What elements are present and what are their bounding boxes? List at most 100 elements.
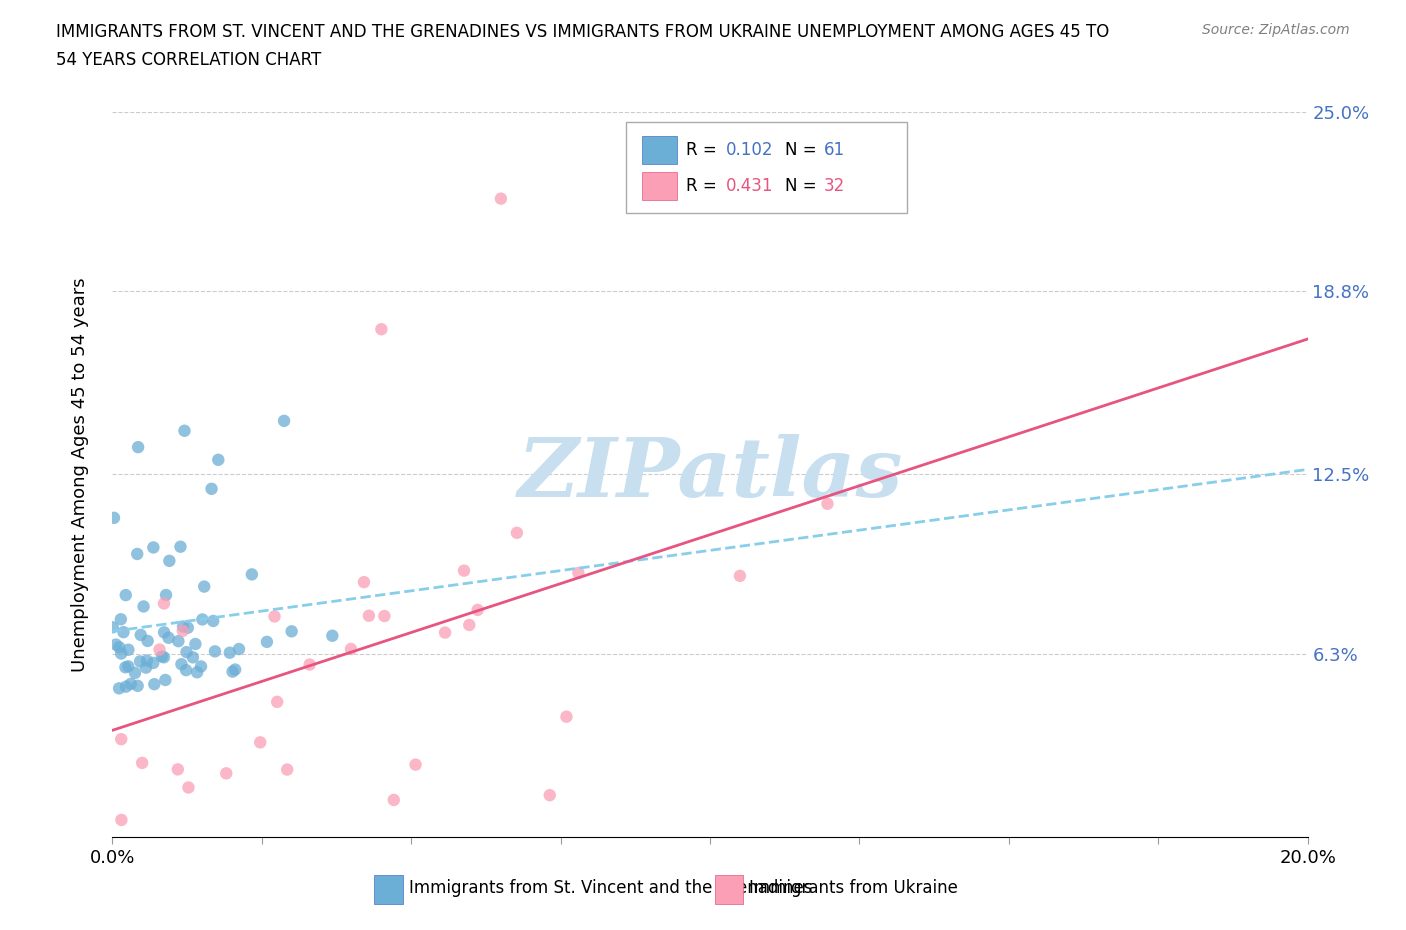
Point <box>127 678 149 693</box>
Point <box>370 322 392 337</box>
Point <box>124 666 146 681</box>
Point <box>405 757 427 772</box>
Point <box>142 656 165 671</box>
Point <box>172 623 194 638</box>
Text: ZIPatlas: ZIPatlas <box>517 434 903 514</box>
Point <box>101 619 124 634</box>
Point <box>112 625 135 640</box>
Point <box>131 755 153 770</box>
Text: IMMIGRANTS FROM ST. VINCENT AND THE GRENADINES VS IMMIGRANTS FROM UKRAINE UNEMPL: IMMIGRANTS FROM ST. VINCENT AND THE GREN… <box>56 23 1109 41</box>
Point <box>357 608 380 623</box>
Point <box>340 642 363 657</box>
Point <box>728 568 751 583</box>
Point <box>458 618 481 632</box>
Point <box>280 624 302 639</box>
Point <box>353 575 375 590</box>
Text: R =: R = <box>686 178 717 195</box>
Point <box>321 629 343 644</box>
Point <box>136 633 159 648</box>
Point <box>191 612 214 627</box>
Point <box>129 628 152 643</box>
Point <box>555 710 578 724</box>
Point <box>174 663 197 678</box>
Point <box>148 642 170 657</box>
Point <box>157 631 180 645</box>
Point <box>110 813 132 828</box>
Point <box>120 676 142 691</box>
Point <box>228 642 250 657</box>
Text: 61: 61 <box>824 141 845 159</box>
Point <box>181 650 204 665</box>
Point <box>172 619 194 634</box>
FancyBboxPatch shape <box>643 172 676 200</box>
Point <box>240 567 263 582</box>
Point <box>155 672 177 687</box>
Point <box>221 664 243 679</box>
Point <box>127 440 149 455</box>
Point <box>489 192 512 206</box>
Point <box>135 660 157 675</box>
Point <box>256 634 278 649</box>
Point <box>127 547 149 562</box>
Point <box>104 637 127 652</box>
Point <box>193 579 215 594</box>
Point <box>103 511 125 525</box>
Point <box>434 625 457 640</box>
Point <box>204 644 226 658</box>
Point <box>143 677 166 692</box>
Point <box>110 732 132 747</box>
Point <box>190 659 212 674</box>
FancyBboxPatch shape <box>374 875 404 905</box>
Text: Immigrants from Ukraine: Immigrants from Ukraine <box>749 879 959 897</box>
Text: 0.102: 0.102 <box>725 141 773 159</box>
Text: N =: N = <box>786 178 817 195</box>
Point <box>186 665 208 680</box>
Point <box>298 658 321 672</box>
Point <box>110 612 132 627</box>
Point <box>382 792 405 807</box>
Point <box>108 681 131 696</box>
Point <box>114 660 136 675</box>
Text: 54 YEARS CORRELATION CHART: 54 YEARS CORRELATION CHART <box>56 51 322 69</box>
Point <box>169 539 191 554</box>
Text: 32: 32 <box>824 178 845 195</box>
Point <box>467 603 489 618</box>
Point <box>538 788 561 803</box>
Point <box>224 662 246 677</box>
Point <box>142 540 165 555</box>
Point <box>177 780 200 795</box>
Point <box>114 588 136 603</box>
Point <box>153 625 176 640</box>
Point <box>273 414 295 429</box>
Point <box>177 620 200 635</box>
Point <box>108 640 131 655</box>
Point <box>167 633 190 648</box>
Point <box>176 644 198 659</box>
Point <box>453 564 475 578</box>
Point <box>135 653 157 668</box>
Point <box>110 646 132 661</box>
Point <box>266 695 288 710</box>
Point <box>817 497 839 512</box>
Point <box>153 596 176 611</box>
Point <box>207 452 229 467</box>
Point <box>157 553 180 568</box>
Point <box>249 735 271 750</box>
Point <box>117 643 139 658</box>
Text: N =: N = <box>786 141 817 159</box>
FancyBboxPatch shape <box>714 875 744 905</box>
Point <box>115 679 138 694</box>
Text: Source: ZipAtlas.com: Source: ZipAtlas.com <box>1202 23 1350 37</box>
Point <box>173 423 195 438</box>
FancyBboxPatch shape <box>627 123 907 213</box>
Point <box>184 636 207 651</box>
Point <box>506 525 529 540</box>
Point <box>215 766 238 781</box>
Point <box>155 588 177 603</box>
Point <box>276 762 298 777</box>
Text: Immigrants from St. Vincent and the Grenadines: Immigrants from St. Vincent and the Gren… <box>409 879 813 897</box>
Point <box>567 565 589 580</box>
Point <box>218 645 240 660</box>
FancyBboxPatch shape <box>643 136 676 164</box>
Point <box>200 482 222 497</box>
